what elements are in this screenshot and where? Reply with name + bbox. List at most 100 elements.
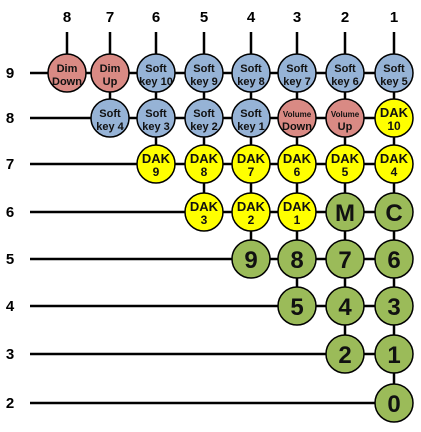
key-volume-down: Volume Down bbox=[277, 98, 317, 138]
key-label-line1: Soft bbox=[193, 63, 215, 75]
key-label-line2: key 7 bbox=[283, 76, 311, 88]
key-circle bbox=[374, 53, 414, 93]
key-label-line2: 7 bbox=[248, 165, 255, 179]
key-circle bbox=[184, 192, 224, 232]
key-circle bbox=[277, 286, 317, 326]
key-6: 6 bbox=[374, 239, 414, 279]
key-label-line1: Soft bbox=[193, 108, 215, 120]
key-label-line1: DAK bbox=[331, 151, 360, 166]
key-label-line2: key 5 bbox=[380, 76, 408, 88]
key-label: 7 bbox=[338, 247, 351, 274]
key-label-line1: DAK bbox=[283, 199, 312, 214]
key-circle bbox=[374, 98, 414, 138]
key-label-line2: key 3 bbox=[142, 121, 170, 133]
key-label-line2: Up bbox=[103, 76, 118, 88]
key-circle bbox=[136, 53, 176, 93]
key-label-line2: key 9 bbox=[190, 76, 218, 88]
column-label-1: 1 bbox=[390, 9, 398, 26]
row-labels: 9 8 7 6 5 4 3 2 bbox=[6, 65, 15, 412]
key-circle bbox=[374, 383, 414, 423]
key-circle bbox=[325, 239, 365, 279]
key-circle bbox=[277, 192, 317, 232]
key-4: 4 bbox=[325, 286, 365, 326]
key-label: M bbox=[335, 200, 355, 227]
key-label: 1 bbox=[387, 342, 400, 369]
column-label-7: 7 bbox=[106, 9, 114, 26]
key-circle bbox=[184, 144, 224, 184]
key-circle bbox=[231, 144, 271, 184]
key-label-line1: Volume bbox=[331, 110, 360, 119]
key-c: C bbox=[374, 192, 414, 232]
key-1: 1 bbox=[374, 334, 414, 374]
key-label: 6 bbox=[387, 247, 400, 274]
row-label-5: 5 bbox=[6, 251, 14, 268]
column-label-8: 8 bbox=[63, 9, 71, 26]
key-3: 3 bbox=[374, 286, 414, 326]
key-circle bbox=[90, 98, 130, 138]
key-circle bbox=[325, 286, 365, 326]
key-label: 5 bbox=[290, 294, 303, 321]
key-label-line2: 6 bbox=[294, 165, 301, 179]
key-label-line2: 2 bbox=[248, 213, 255, 227]
key-label-line1: Soft bbox=[145, 63, 167, 75]
key-9: 9 bbox=[231, 239, 271, 279]
key-label-line2: 1 bbox=[294, 213, 301, 227]
key-5: 5 bbox=[277, 286, 317, 326]
key-label-line2: Up bbox=[338, 121, 353, 133]
key-circle bbox=[374, 334, 414, 374]
row-label-6: 6 bbox=[6, 204, 14, 221]
key-label-line2: 9 bbox=[153, 165, 160, 179]
key-label-line2: 8 bbox=[201, 165, 208, 179]
key-circle bbox=[231, 192, 271, 232]
key-circle bbox=[231, 98, 271, 138]
key-circle bbox=[277, 53, 317, 93]
key-label-line2: Down bbox=[282, 121, 312, 133]
column-label-3: 3 bbox=[293, 9, 301, 26]
key-2: 2 bbox=[325, 334, 365, 374]
key-label-line2: 10 bbox=[387, 119, 401, 133]
key-label-line2: 3 bbox=[201, 213, 208, 227]
key-label: 8 bbox=[290, 247, 303, 274]
column-label-6: 6 bbox=[152, 9, 160, 26]
key-circle bbox=[184, 53, 224, 93]
key-label-line2: key 8 bbox=[237, 76, 265, 88]
key-circle bbox=[325, 98, 365, 138]
column-label-5: 5 bbox=[200, 9, 208, 26]
key-circle bbox=[325, 334, 365, 374]
key-label-line1: DAK bbox=[237, 151, 266, 166]
row-label-3: 3 bbox=[6, 346, 14, 363]
key-label: 9 bbox=[244, 247, 257, 274]
key-circle bbox=[90, 53, 130, 93]
column-label-4: 4 bbox=[247, 9, 256, 26]
key-label-line1: DAK bbox=[190, 199, 219, 214]
key-label: 4 bbox=[338, 294, 352, 321]
key-circle bbox=[277, 239, 317, 279]
key-circle bbox=[374, 239, 414, 279]
key-circle bbox=[184, 98, 224, 138]
key-circle bbox=[374, 286, 414, 326]
key-circle bbox=[47, 53, 87, 93]
key-label-line1: Soft bbox=[286, 63, 308, 75]
key-label-line2: Down bbox=[52, 76, 82, 88]
key-label-line2: key 6 bbox=[331, 76, 359, 88]
key-label: C bbox=[385, 200, 402, 227]
key-m: M bbox=[325, 192, 365, 232]
row-label-7: 7 bbox=[6, 156, 14, 173]
key-label-line2: key 4 bbox=[96, 121, 124, 133]
row-label-9: 9 bbox=[6, 65, 14, 82]
